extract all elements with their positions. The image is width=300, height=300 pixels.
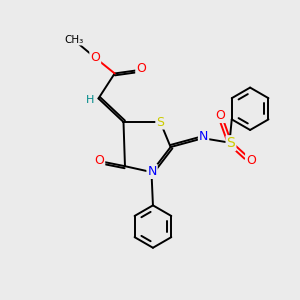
Text: O: O: [136, 61, 146, 75]
Text: S: S: [226, 136, 235, 150]
Text: O: O: [94, 154, 104, 167]
Text: CH₃: CH₃: [65, 34, 84, 45]
Text: H: H: [86, 95, 94, 105]
Text: O: O: [246, 154, 256, 167]
Text: N: N: [199, 130, 208, 143]
Text: N: N: [147, 165, 157, 178]
Text: O: O: [90, 51, 100, 64]
Text: S: S: [156, 116, 164, 128]
Text: O: O: [216, 109, 226, 122]
